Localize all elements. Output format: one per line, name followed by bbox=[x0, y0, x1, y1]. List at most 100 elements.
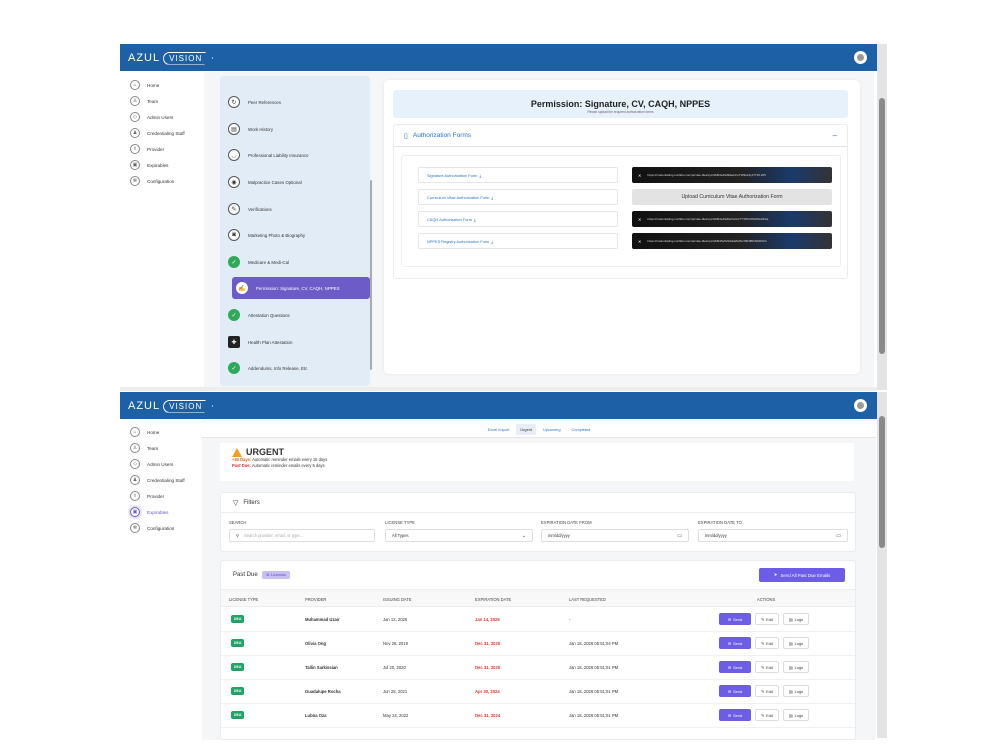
authorization-forms-header[interactable]: ▯ Authorization Forms – bbox=[394, 125, 847, 147]
nav-item-home[interactable]: ⌂ Home bbox=[130, 77, 200, 93]
edit-button[interactable]: ✎ Edit bbox=[755, 709, 779, 721]
tab-upcoming[interactable]: Upcoming bbox=[542, 426, 561, 432]
logs-button[interactable]: ▤ Logs bbox=[783, 613, 809, 625]
step-label: Verifications bbox=[248, 206, 272, 212]
caqh-form-file[interactable]: ✕ https://credentialing.confidio.com/priv… bbox=[632, 211, 832, 227]
nav-item-home[interactable]: ⌂ Home bbox=[130, 424, 200, 440]
calendar-icon[interactable]: ▭ bbox=[836, 532, 841, 539]
download-icon: ⤓ bbox=[491, 194, 494, 200]
expiration-from-input[interactable]: mm/dd/yyyy ▭ bbox=[541, 529, 689, 542]
column-provider[interactable]: PROVIDER bbox=[305, 597, 327, 602]
column-expiration-date[interactable]: EXPIRATION DATE bbox=[475, 597, 512, 602]
cv-upload-button[interactable]: Upload Curriculum Vitae Authorization Fo… bbox=[632, 189, 832, 205]
step-attestation-questions[interactable]: ✓ Attestation Questions bbox=[228, 304, 368, 326]
tab-completed[interactable]: Completed bbox=[571, 426, 591, 432]
avatar[interactable] bbox=[854, 399, 867, 412]
rule-key: Past Due: bbox=[232, 463, 251, 468]
step-marketing-photo[interactable]: ◙ Marketing Photo & Biography bbox=[228, 224, 368, 246]
edit-label: Edit bbox=[766, 640, 773, 646]
azul-vision-logo[interactable]: AZUL VISION bbox=[128, 398, 214, 414]
logs-button[interactable]: ▤ Logs bbox=[783, 661, 809, 673]
nav-label: Team bbox=[147, 98, 159, 104]
close-icon[interactable]: ✕ bbox=[638, 172, 642, 178]
step-addendums[interactable]: ✓ Addendums, Info Release, Etc bbox=[228, 357, 368, 379]
nav-item-expirables[interactable]: ▣ Expirables bbox=[130, 504, 200, 520]
logo-vision-text: VISION bbox=[163, 399, 214, 413]
nav-item-team[interactable]: ♙ Team bbox=[130, 440, 200, 456]
step-professional-liability[interactable]: ◡ Professional Liability Insurance bbox=[228, 144, 368, 166]
step-malpractice[interactable]: ◉ Malpractice Cases Optional bbox=[228, 171, 368, 193]
nav-item-credentialing-staff[interactable]: ♟ Credentialing Staff bbox=[130, 125, 200, 141]
scroll-thumb[interactable] bbox=[879, 416, 885, 548]
signature-form-link[interactable]: Signature Authorization Form ⤓ bbox=[418, 167, 618, 183]
logs-button[interactable]: ▤ Logs bbox=[783, 685, 809, 697]
nppes-form-file[interactable]: ✕ https://credentialing.confidio.com/priv… bbox=[632, 233, 832, 249]
step-health-plan[interactable]: ✚ Health Plan Attestation bbox=[228, 331, 368, 353]
edit-button[interactable]: ✎ Edit bbox=[755, 637, 779, 649]
send-button[interactable]: ✉ Send bbox=[719, 613, 751, 625]
sidebar-nav: ⌂ Home ♙ Team ◇ Admin Users ♟ Credentialing … bbox=[130, 424, 200, 536]
close-icon[interactable]: ✕ bbox=[638, 238, 642, 244]
tab-excel-import[interactable]: Excel Import bbox=[487, 426, 510, 432]
user-icon bbox=[857, 54, 864, 61]
page-scrollbar[interactable] bbox=[877, 392, 887, 738]
send-button[interactable]: ✉ Send bbox=[719, 637, 751, 649]
license-type-badge: DEA bbox=[231, 663, 245, 671]
form-label: CAQH Authorization Form bbox=[427, 216, 472, 222]
send-button[interactable]: ✉ Send bbox=[719, 661, 751, 673]
nav-label: Admin Users bbox=[147, 461, 174, 467]
nav-item-configuration[interactable]: ✻ Configuration bbox=[130, 520, 200, 536]
send-label: Send bbox=[733, 616, 743, 622]
provider-name: Guadalupe Rocha bbox=[305, 689, 341, 694]
step-list-scrollbar[interactable] bbox=[370, 180, 372, 370]
step-verifications[interactable]: ✎ Verifications bbox=[228, 198, 368, 220]
column-license-type[interactable]: LICENSE TYPE bbox=[229, 597, 259, 602]
nav-item-admin-users[interactable]: ◇ Admin Users bbox=[130, 109, 200, 125]
step-peer-references[interactable]: ↻ Peer References bbox=[228, 91, 368, 113]
expiration-from-label: EXPIRATION DATE FROM bbox=[541, 520, 592, 525]
send-button[interactable]: ✉ Send bbox=[719, 709, 751, 721]
collapse-icon[interactable]: – bbox=[832, 131, 837, 140]
mail-icon: ✉ bbox=[727, 664, 732, 670]
rule-key: +30 Days: bbox=[232, 457, 252, 462]
nav-item-team[interactable]: ♙ Team bbox=[130, 93, 200, 109]
logs-icon: ▤ bbox=[788, 616, 793, 622]
caqh-form-link[interactable]: CAQH Authorization Form ⤓ bbox=[418, 211, 618, 227]
nav-item-provider[interactable]: ♗ Provider bbox=[130, 488, 200, 504]
form-label: Signature Authorization Form bbox=[427, 172, 478, 178]
edit-button[interactable]: ✎ Edit bbox=[755, 613, 779, 625]
cv-form-link[interactable]: Curriculum Vitae Authorization Form ⤓ bbox=[418, 189, 618, 205]
column-issuing-date[interactable]: ISSUING DATE bbox=[383, 597, 412, 602]
edit-button[interactable]: ✎ Edit bbox=[755, 661, 779, 673]
nav-item-provider[interactable]: ♗ Provider bbox=[130, 141, 200, 157]
close-icon[interactable]: ✕ bbox=[638, 216, 642, 222]
logs-label: Logs bbox=[794, 688, 804, 694]
send-button[interactable]: ✉ Send bbox=[719, 685, 751, 697]
logs-button[interactable]: ▤ Logs bbox=[783, 637, 809, 649]
scroll-thumb[interactable] bbox=[879, 98, 885, 354]
signature-form-file[interactable]: ✕ https://credentialing.confidio.com/priv… bbox=[632, 167, 832, 183]
license-type-select[interactable]: All Types ⌄ bbox=[385, 529, 533, 542]
tab-urgent[interactable]: Urgent bbox=[516, 423, 536, 435]
nav-item-configuration[interactable]: ✻ Configuration bbox=[130, 173, 200, 189]
nav-item-expirables[interactable]: ▣ Expirables bbox=[130, 157, 200, 173]
send-all-past-due-button[interactable]: ➤ Send All Past Due Emails bbox=[759, 568, 845, 582]
step-work-history[interactable]: ▤ Work History bbox=[228, 118, 368, 140]
logs-button[interactable]: ▤ Logs bbox=[783, 709, 809, 721]
expiration-to-input[interactable]: mm/dd/yyyy ▭ bbox=[698, 529, 848, 542]
azul-vision-logo[interactable]: AZUL VISION bbox=[128, 50, 214, 66]
nav-item-admin-users[interactable]: ◇ Admin Users bbox=[130, 456, 200, 472]
page-scrollbar[interactable] bbox=[877, 44, 887, 390]
step-permission[interactable]: ✍ Permission: Signature, CV, CAQH, NPPES bbox=[232, 277, 370, 299]
search-input[interactable]: ⚲ Search provider, email, or type... bbox=[229, 529, 375, 542]
avatar[interactable] bbox=[854, 51, 867, 64]
nav-item-credentialing-staff[interactable]: ♟ Credentialing Staff bbox=[130, 472, 200, 488]
permission-header: Permission: Signature, CV, CAQH, NPPES P… bbox=[393, 90, 848, 118]
calendar-icon[interactable]: ▭ bbox=[677, 532, 682, 539]
column-last-requested[interactable]: LAST REQUESTED bbox=[569, 597, 606, 602]
top-bar: AZUL VISION bbox=[120, 44, 877, 71]
step-medicare[interactable]: ✓ Medicare & Medi-Cal bbox=[228, 251, 368, 273]
edit-button[interactable]: ✎ Edit bbox=[755, 685, 779, 697]
nppes-form-link[interactable]: NPPES Registry Authorization Form ⤓ bbox=[418, 233, 618, 249]
nav-label: Credentialing Staff bbox=[147, 130, 185, 136]
